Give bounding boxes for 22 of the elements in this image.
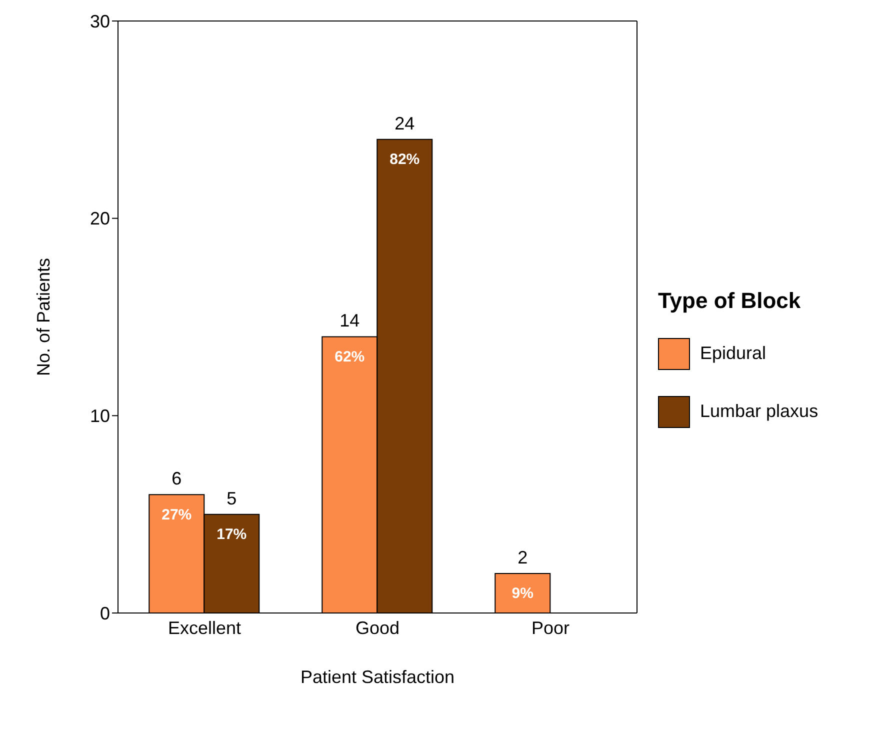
data-label: 14: [340, 310, 360, 331]
legend-label: Lumbar plaxus: [700, 401, 818, 422]
annotation: 9%: [512, 585, 534, 602]
annotation: 27%: [162, 506, 192, 524]
annotation: 17%: [216, 526, 247, 543]
y-tick-label: 20: [90, 208, 110, 229]
y-tick-label: 10: [90, 406, 110, 426]
data-label: 24: [394, 113, 415, 134]
y-tick-label: 30: [90, 11, 110, 32]
x-tick-label: Excellent: [168, 618, 242, 638]
y-axis-title: No. of Patients: [33, 258, 54, 376]
data-label: 6: [172, 468, 182, 489]
data-label: 2: [518, 548, 528, 568]
data-label: 5: [226, 488, 237, 508]
y-tick-label: 0: [100, 603, 110, 624]
x-tick-label: Poor: [531, 618, 570, 638]
legend-label: Epidural: [700, 343, 766, 364]
x-axis-title: Patient Satisfaction: [300, 667, 455, 687]
annotation: 82%: [390, 151, 420, 168]
x-tick-label: Good: [355, 618, 400, 638]
annotation: 62%: [334, 348, 365, 366]
legend-title: Type of Block: [658, 288, 802, 314]
